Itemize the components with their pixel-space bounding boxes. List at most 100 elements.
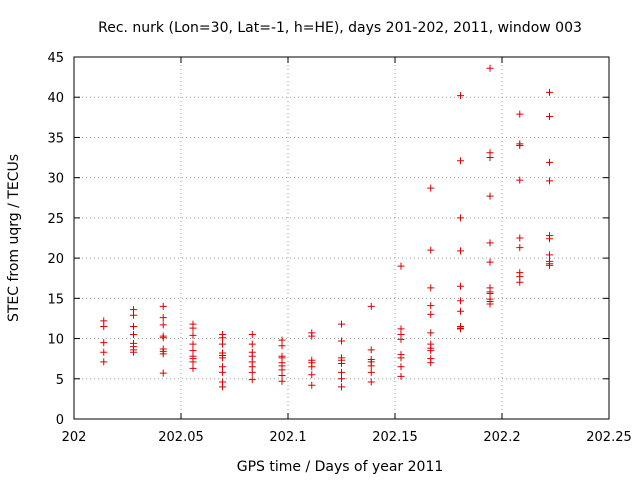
data-point (546, 251, 554, 259)
data-point (546, 261, 554, 269)
y-tick-label: 35 (47, 131, 64, 146)
data-point (367, 368, 375, 376)
y-tick-label: 15 (47, 292, 64, 307)
y-tick-label: 45 (47, 51, 64, 66)
data-point (308, 381, 316, 389)
data-point (397, 354, 405, 362)
x-axis-label: GPS time / Days of year 2011 (237, 459, 444, 475)
plot-frame (73, 56, 610, 420)
data-point (248, 331, 256, 339)
data-point (129, 311, 137, 319)
data-point (219, 340, 227, 348)
data-point (427, 284, 435, 292)
data-point (456, 157, 464, 165)
data-point (100, 339, 108, 347)
data-point (456, 247, 464, 255)
data-point (189, 324, 197, 332)
data-point (546, 177, 554, 185)
data-point (456, 92, 464, 100)
data-point (129, 322, 137, 330)
x-tick-label: 202.15 (372, 430, 418, 445)
data-point (456, 214, 464, 222)
data-point (397, 335, 405, 343)
data-point (278, 342, 286, 350)
data-point (129, 348, 137, 356)
data-point (367, 378, 375, 386)
data-points (100, 64, 554, 391)
data-point (546, 235, 554, 243)
data-point (159, 314, 167, 322)
data-point (546, 88, 554, 96)
data-point (456, 307, 464, 315)
data-point (486, 154, 494, 162)
data-point (219, 383, 227, 391)
data-point (159, 350, 167, 358)
axis-ticks (73, 56, 610, 420)
chart-title: Rec. nurk (Lon=30, Lat=-1, h=HE), days 2… (98, 20, 582, 36)
data-point (427, 246, 435, 254)
x-tick-label: 202.25 (586, 430, 632, 445)
data-point (427, 184, 435, 192)
data-point (129, 331, 137, 339)
data-point (100, 348, 108, 356)
data-point (159, 321, 167, 329)
data-point (456, 297, 464, 305)
y-tick-label: 20 (47, 252, 64, 267)
data-point (427, 347, 435, 355)
y-tick-labels: 0 5 10 15 20 25 30 35 40 45 (47, 51, 64, 428)
data-point (486, 239, 494, 247)
data-point (338, 368, 345, 376)
y-axis-label: STEC from uqrg / TECUs (6, 154, 22, 322)
y-tick-label: 30 (47, 172, 64, 187)
data-point (338, 375, 345, 383)
data-point (546, 158, 554, 166)
data-point (397, 262, 405, 270)
data-point (338, 320, 345, 328)
data-point (308, 332, 316, 340)
data-point (516, 141, 524, 149)
y-tick-label: 0 (56, 413, 64, 428)
data-point (159, 302, 167, 310)
data-point (516, 176, 524, 184)
data-point (219, 334, 227, 342)
data-point (159, 369, 167, 377)
x-tick-label: 202.2 (483, 430, 520, 445)
y-tick-label: 25 (47, 212, 64, 227)
data-point (456, 282, 464, 290)
x-tick-labels: 202 202.05 202.1 202.15 202.2 202.25 (62, 430, 632, 445)
data-point (427, 329, 435, 337)
x-tick-label: 202 (62, 430, 87, 445)
data-point (486, 64, 494, 72)
data-point (189, 364, 197, 372)
data-point (100, 358, 108, 366)
data-point (427, 310, 435, 318)
data-point (427, 359, 435, 367)
data-point (367, 346, 375, 354)
data-point (189, 358, 197, 366)
data-point (367, 362, 375, 370)
data-point (308, 363, 316, 371)
data-point (248, 368, 256, 376)
data-point (338, 337, 345, 345)
data-point (219, 368, 227, 376)
data-point (516, 244, 524, 252)
x-tick-label: 202.05 (158, 430, 204, 445)
x-tick-label: 202.1 (269, 430, 306, 445)
data-point (546, 113, 554, 121)
data-point (219, 354, 227, 362)
data-point (100, 322, 108, 330)
y-tick-label: 10 (47, 333, 64, 348)
data-point (248, 340, 256, 348)
data-point (427, 302, 435, 310)
data-point (338, 383, 345, 391)
data-point (189, 340, 197, 348)
data-point (516, 110, 524, 118)
y-tick-label: 5 (56, 373, 64, 388)
data-point (248, 376, 256, 384)
grid-lines (74, 57, 609, 419)
data-point (278, 377, 286, 385)
data-point (367, 302, 375, 310)
data-point (486, 258, 494, 266)
data-point (338, 359, 345, 367)
